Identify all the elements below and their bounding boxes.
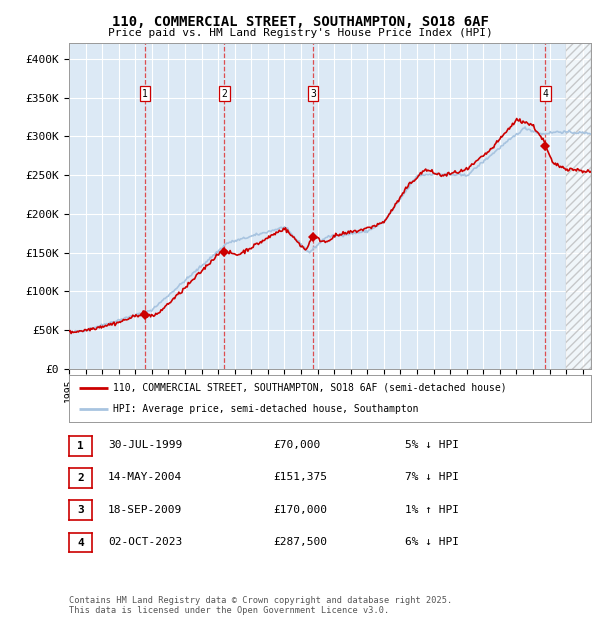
- Text: Contains HM Land Registry data © Crown copyright and database right 2025.
This d: Contains HM Land Registry data © Crown c…: [69, 596, 452, 615]
- Text: 2: 2: [221, 89, 227, 99]
- Text: 5% ↓ HPI: 5% ↓ HPI: [405, 440, 459, 450]
- Text: £151,375: £151,375: [273, 472, 327, 482]
- Text: £170,000: £170,000: [273, 505, 327, 515]
- Text: 2: 2: [77, 473, 84, 483]
- Text: 4: 4: [542, 89, 548, 99]
- Text: 6% ↓ HPI: 6% ↓ HPI: [405, 537, 459, 547]
- Text: 30-JUL-1999: 30-JUL-1999: [108, 440, 182, 450]
- Text: 1: 1: [142, 89, 148, 99]
- Text: £70,000: £70,000: [273, 440, 320, 450]
- Text: 1% ↑ HPI: 1% ↑ HPI: [405, 505, 459, 515]
- Text: Price paid vs. HM Land Registry's House Price Index (HPI): Price paid vs. HM Land Registry's House …: [107, 28, 493, 38]
- Text: 110, COMMERCIAL STREET, SOUTHAMPTON, SO18 6AF: 110, COMMERCIAL STREET, SOUTHAMPTON, SO1…: [112, 16, 488, 30]
- Text: 110, COMMERCIAL STREET, SOUTHAMPTON, SO18 6AF (semi-detached house): 110, COMMERCIAL STREET, SOUTHAMPTON, SO1…: [113, 383, 507, 392]
- Text: 02-OCT-2023: 02-OCT-2023: [108, 537, 182, 547]
- Text: 3: 3: [310, 89, 316, 99]
- Text: 3: 3: [77, 505, 84, 515]
- Text: 18-SEP-2009: 18-SEP-2009: [108, 505, 182, 515]
- Text: HPI: Average price, semi-detached house, Southampton: HPI: Average price, semi-detached house,…: [113, 404, 419, 414]
- Text: 14-MAY-2004: 14-MAY-2004: [108, 472, 182, 482]
- Text: £287,500: £287,500: [273, 537, 327, 547]
- Text: 4: 4: [77, 538, 84, 547]
- Text: 7% ↓ HPI: 7% ↓ HPI: [405, 472, 459, 482]
- Text: 1: 1: [77, 441, 84, 451]
